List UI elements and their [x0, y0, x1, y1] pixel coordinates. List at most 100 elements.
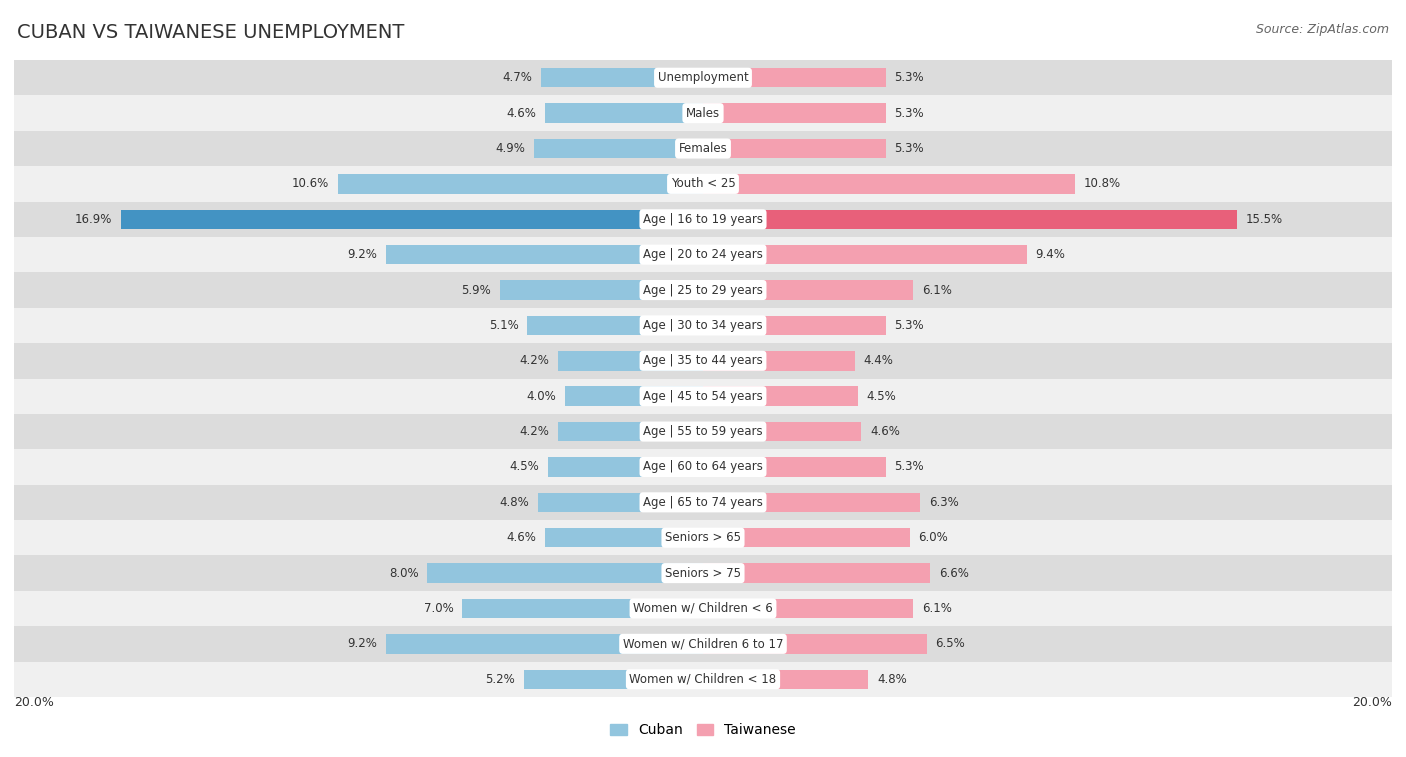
Text: 5.3%: 5.3%: [894, 319, 924, 332]
Bar: [14, 167, 1392, 201]
Text: 5.3%: 5.3%: [894, 460, 924, 473]
Text: 10.8%: 10.8%: [1084, 177, 1121, 191]
Text: 9.2%: 9.2%: [347, 248, 377, 261]
Text: Age | 30 to 34 years: Age | 30 to 34 years: [643, 319, 763, 332]
Bar: [14, 378, 1392, 414]
Text: 5.9%: 5.9%: [461, 284, 491, 297]
Bar: [14, 556, 1392, 590]
Text: 15.5%: 15.5%: [1246, 213, 1282, 226]
Text: 4.8%: 4.8%: [877, 673, 907, 686]
Text: CUBAN VS TAIWANESE UNEMPLOYMENT: CUBAN VS TAIWANESE UNEMPLOYMENT: [17, 23, 405, 42]
Bar: [541, 68, 703, 88]
Text: 4.6%: 4.6%: [506, 107, 536, 120]
Bar: [14, 662, 1392, 697]
Text: 6.5%: 6.5%: [935, 637, 966, 650]
Bar: [703, 104, 886, 123]
Bar: [524, 669, 703, 689]
Text: 5.3%: 5.3%: [894, 142, 924, 155]
Text: 4.2%: 4.2%: [520, 354, 550, 367]
Bar: [14, 201, 1392, 237]
Bar: [14, 414, 1392, 449]
Bar: [14, 273, 1392, 308]
Bar: [703, 316, 886, 335]
Text: Age | 60 to 64 years: Age | 60 to 64 years: [643, 460, 763, 473]
Text: 4.4%: 4.4%: [863, 354, 893, 367]
Text: 6.0%: 6.0%: [918, 531, 948, 544]
Bar: [565, 387, 703, 406]
Bar: [461, 599, 703, 618]
Bar: [499, 280, 703, 300]
Text: Youth < 25: Youth < 25: [671, 177, 735, 191]
Bar: [703, 351, 855, 370]
Bar: [703, 669, 869, 689]
Text: 4.6%: 4.6%: [506, 531, 536, 544]
Text: 6.1%: 6.1%: [922, 602, 952, 615]
Bar: [544, 528, 703, 547]
Text: 20.0%: 20.0%: [1353, 696, 1392, 709]
Text: 9.2%: 9.2%: [347, 637, 377, 650]
Bar: [703, 563, 931, 583]
Text: 20.0%: 20.0%: [14, 696, 53, 709]
Text: Age | 45 to 54 years: Age | 45 to 54 years: [643, 390, 763, 403]
Bar: [703, 245, 1026, 264]
Bar: [14, 484, 1392, 520]
Text: Women w/ Children < 18: Women w/ Children < 18: [630, 673, 776, 686]
Text: 4.9%: 4.9%: [496, 142, 526, 155]
Bar: [703, 634, 927, 653]
Text: 7.0%: 7.0%: [423, 602, 453, 615]
Bar: [121, 210, 703, 229]
Text: Unemployment: Unemployment: [658, 71, 748, 84]
Bar: [703, 387, 858, 406]
Text: Source: ZipAtlas.com: Source: ZipAtlas.com: [1256, 23, 1389, 36]
Text: Age | 35 to 44 years: Age | 35 to 44 years: [643, 354, 763, 367]
Text: 4.5%: 4.5%: [866, 390, 897, 403]
Bar: [14, 60, 1392, 95]
Text: 9.4%: 9.4%: [1035, 248, 1066, 261]
Text: 6.6%: 6.6%: [939, 566, 969, 580]
Bar: [527, 316, 703, 335]
Bar: [703, 599, 912, 618]
Text: 4.6%: 4.6%: [870, 425, 900, 438]
Legend: Cuban, Taiwanese: Cuban, Taiwanese: [605, 718, 801, 743]
Bar: [703, 210, 1237, 229]
Bar: [558, 422, 703, 441]
Text: Age | 65 to 74 years: Age | 65 to 74 years: [643, 496, 763, 509]
Bar: [703, 280, 912, 300]
Bar: [14, 343, 1392, 378]
Bar: [427, 563, 703, 583]
Bar: [14, 590, 1392, 626]
Bar: [703, 68, 886, 88]
Text: 4.8%: 4.8%: [499, 496, 529, 509]
Bar: [703, 493, 920, 512]
Text: Females: Females: [679, 142, 727, 155]
Text: 10.6%: 10.6%: [292, 177, 329, 191]
Text: 16.9%: 16.9%: [75, 213, 112, 226]
Bar: [703, 457, 886, 477]
Text: Age | 55 to 59 years: Age | 55 to 59 years: [643, 425, 763, 438]
Text: 5.2%: 5.2%: [485, 673, 515, 686]
Bar: [14, 237, 1392, 273]
Bar: [537, 493, 703, 512]
Bar: [14, 520, 1392, 556]
Bar: [14, 308, 1392, 343]
Bar: [14, 449, 1392, 484]
Text: Age | 25 to 29 years: Age | 25 to 29 years: [643, 284, 763, 297]
Bar: [14, 131, 1392, 167]
Bar: [703, 422, 862, 441]
Bar: [558, 351, 703, 370]
Text: Age | 16 to 19 years: Age | 16 to 19 years: [643, 213, 763, 226]
Bar: [387, 245, 703, 264]
Text: 4.0%: 4.0%: [527, 390, 557, 403]
Text: Women w/ Children 6 to 17: Women w/ Children 6 to 17: [623, 637, 783, 650]
Bar: [548, 457, 703, 477]
Text: 4.5%: 4.5%: [509, 460, 540, 473]
Bar: [534, 139, 703, 158]
Text: Women w/ Children < 6: Women w/ Children < 6: [633, 602, 773, 615]
Text: 4.2%: 4.2%: [520, 425, 550, 438]
Bar: [703, 139, 886, 158]
Text: 6.3%: 6.3%: [928, 496, 959, 509]
Bar: [337, 174, 703, 194]
Text: 5.3%: 5.3%: [894, 71, 924, 84]
Text: Males: Males: [686, 107, 720, 120]
Text: 4.7%: 4.7%: [502, 71, 533, 84]
